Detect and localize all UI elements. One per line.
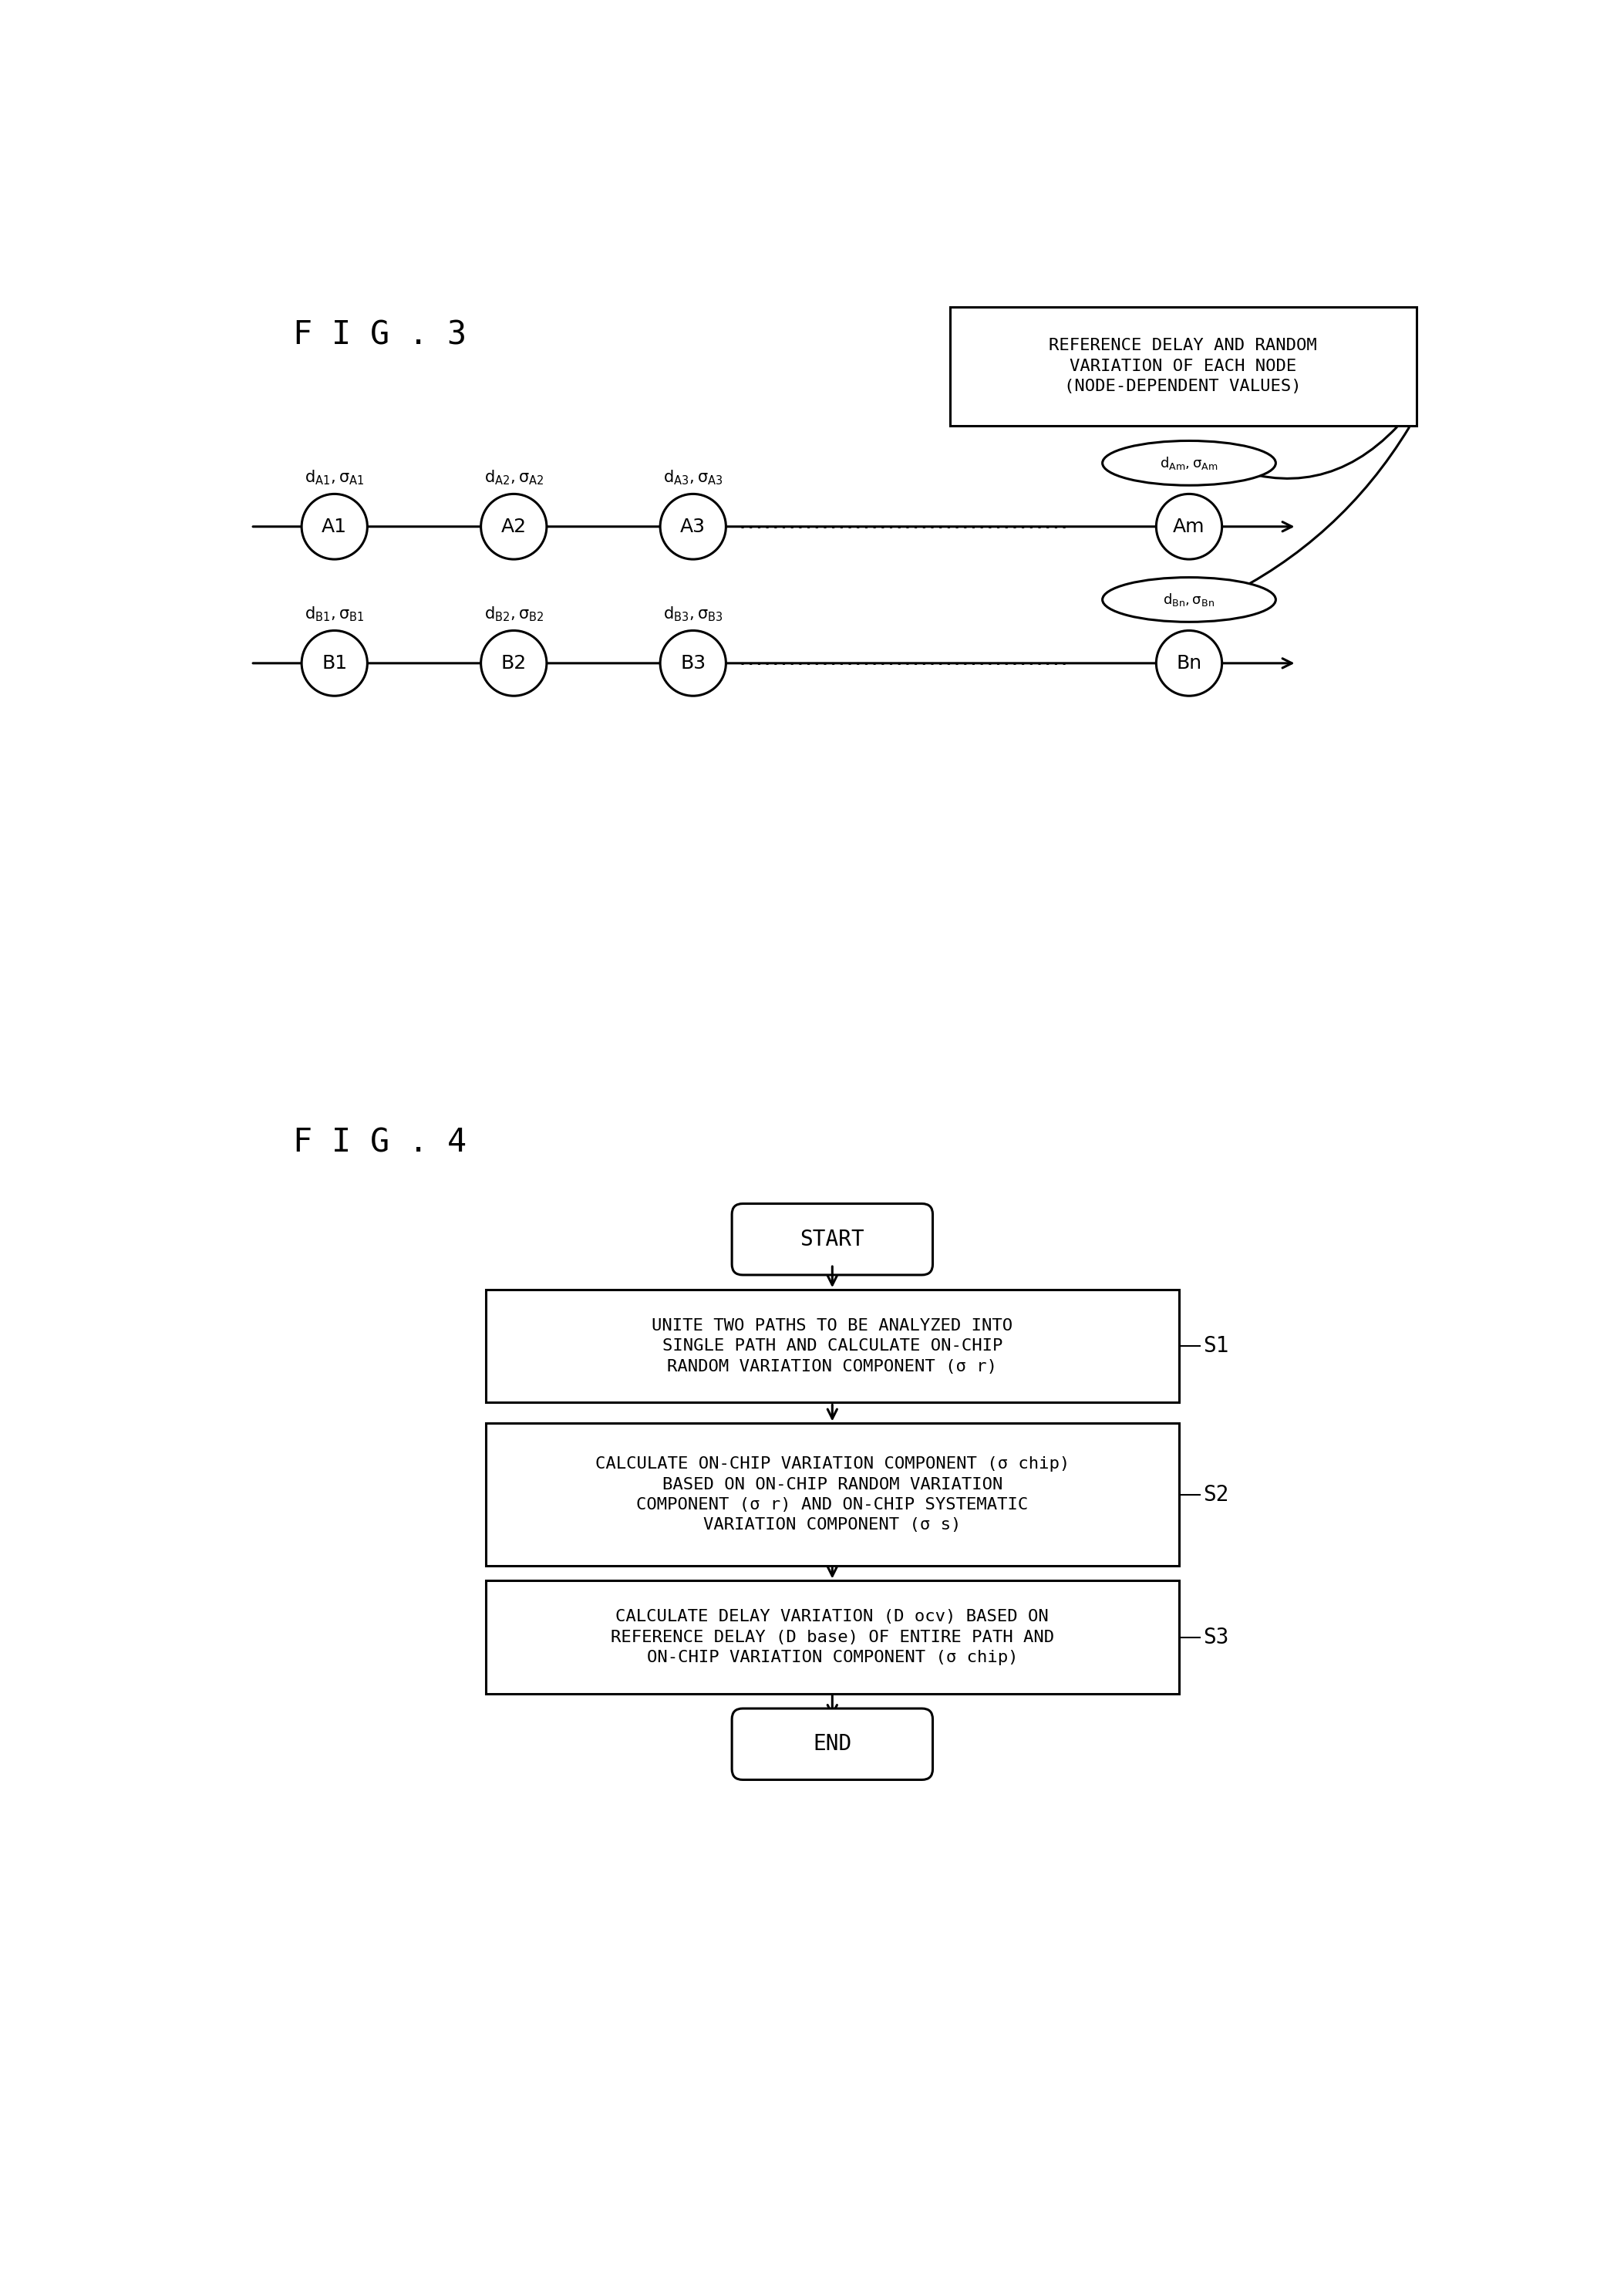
Text: CALCULATE DELAY VARIATION (D ocv) BASED ON
REFERENCE DELAY (D base) OF ENTIRE PA: CALCULATE DELAY VARIATION (D ocv) BASED … <box>611 1610 1054 1664</box>
FancyBboxPatch shape <box>486 1580 1179 1694</box>
Ellipse shape <box>1103 577 1276 622</box>
Text: B3: B3 <box>680 654 706 673</box>
Circle shape <box>302 495 367 559</box>
Text: S2: S2 <box>1203 1484 1229 1505</box>
Text: $\mathregular{d_{A2}, \sigma_{A2}}$: $\mathregular{d_{A2}, \sigma_{A2}}$ <box>484 470 544 488</box>
FancyBboxPatch shape <box>950 308 1416 426</box>
Text: Am: Am <box>1173 518 1205 536</box>
Text: END: END <box>814 1733 851 1756</box>
Circle shape <box>661 495 726 559</box>
FancyBboxPatch shape <box>732 1204 932 1275</box>
Text: CALCULATE ON-CHIP VARIATION COMPONENT (σ chip)
BASED ON ON-CHIP RANDOM VARIATION: CALCULATE ON-CHIP VARIATION COMPONENT (σ… <box>594 1457 1070 1532</box>
Circle shape <box>302 632 367 695</box>
Circle shape <box>661 632 726 695</box>
Text: UNITE TWO PATHS TO BE ANALYZED INTO
SINGLE PATH AND CALCULATE ON-CHIP
RANDOM VAR: UNITE TWO PATHS TO BE ANALYZED INTO SING… <box>651 1318 1013 1375</box>
Text: REFERENCE DELAY AND RANDOM
VARIATION OF EACH NODE
(NODE-DEPENDENT VALUES): REFERENCE DELAY AND RANDOM VARIATION OF … <box>1049 337 1317 394</box>
FancyBboxPatch shape <box>486 1423 1179 1566</box>
Circle shape <box>1156 632 1221 695</box>
Text: S3: S3 <box>1203 1626 1229 1648</box>
Ellipse shape <box>1103 440 1276 486</box>
Text: Bn: Bn <box>1176 654 1202 673</box>
Text: $\mathregular{d_{A3}, \sigma_{A3}}$: $\mathregular{d_{A3}, \sigma_{A3}}$ <box>663 470 723 488</box>
Text: START: START <box>801 1229 864 1249</box>
Text: S1: S1 <box>1203 1336 1229 1357</box>
Text: $\mathregular{d_{B3}, \sigma_{B3}}$: $\mathregular{d_{B3}, \sigma_{B3}}$ <box>663 604 723 622</box>
FancyBboxPatch shape <box>486 1290 1179 1402</box>
Circle shape <box>481 495 547 559</box>
Circle shape <box>1156 495 1221 559</box>
Text: F I G . 3: F I G . 3 <box>292 319 466 351</box>
Text: A3: A3 <box>680 518 706 536</box>
Text: $\mathregular{d_{B2}, \sigma_{B2}}$: $\mathregular{d_{B2}, \sigma_{B2}}$ <box>484 604 544 622</box>
Text: B2: B2 <box>500 654 526 673</box>
Circle shape <box>481 632 547 695</box>
Text: A1: A1 <box>322 518 348 536</box>
Text: $\mathregular{d_{B1}, \sigma_{B1}}$: $\mathregular{d_{B1}, \sigma_{B1}}$ <box>305 604 364 622</box>
Text: B1: B1 <box>322 654 348 673</box>
Text: $\mathregular{d_{A1}, \sigma_{A1}}$: $\mathregular{d_{A1}, \sigma_{A1}}$ <box>305 470 364 488</box>
Text: $\mathregular{d_{Am}, \sigma_{Am}}$: $\mathregular{d_{Am}, \sigma_{Am}}$ <box>1160 456 1218 472</box>
Text: F I G . 4: F I G . 4 <box>292 1126 466 1158</box>
FancyBboxPatch shape <box>732 1708 932 1781</box>
Text: $\mathregular{d_{Bn}, \sigma_{Bn}}$: $\mathregular{d_{Bn}, \sigma_{Bn}}$ <box>1163 591 1215 609</box>
Text: A2: A2 <box>500 518 526 536</box>
